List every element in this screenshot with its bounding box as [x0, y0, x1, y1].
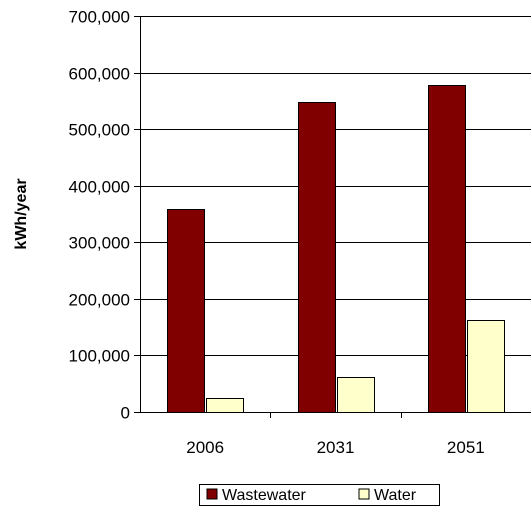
bar-water-2031 [337, 377, 375, 413]
x-tick-label: 2031 [317, 438, 355, 457]
legend-label-wastewater: Wastewater [222, 487, 307, 504]
x-tick-label: 2006 [186, 438, 224, 457]
y-tick-label: 700,000 [69, 8, 130, 27]
y-axis-label: kWh/year [13, 178, 30, 249]
bar-wastewater-2031 [298, 102, 336, 413]
bars [167, 85, 505, 413]
legend-swatch-water [358, 488, 370, 500]
legend-swatch-wastewater [206, 488, 218, 500]
y-tick-label: 0 [121, 404, 130, 423]
y-tick-label: 500,000 [69, 121, 130, 140]
y-tick-label: 300,000 [69, 234, 130, 253]
bar-water-2006 [206, 398, 244, 413]
y-tick-label: 200,000 [69, 291, 130, 310]
bar-water-2051 [467, 320, 505, 413]
x-tick-label: 2051 [447, 438, 485, 457]
y-tick-label: 100,000 [69, 347, 130, 366]
legend-frame [199, 484, 440, 506]
bar-wastewater-2051 [428, 85, 466, 413]
x-tick-labels: 2006 2031 2051 [186, 438, 484, 457]
legend: Wastewater Water [199, 484, 440, 506]
y-tick-labels: 0 100,000 200,000 300,000 400,000 500,000 600,… [69, 8, 130, 423]
legend-label-water: Water [374, 487, 417, 504]
y-tick-label: 400,000 [69, 178, 130, 197]
bar-wastewater-2006 [167, 209, 205, 413]
y-tick-label: 600,000 [69, 65, 130, 84]
axes [134, 16, 531, 418]
